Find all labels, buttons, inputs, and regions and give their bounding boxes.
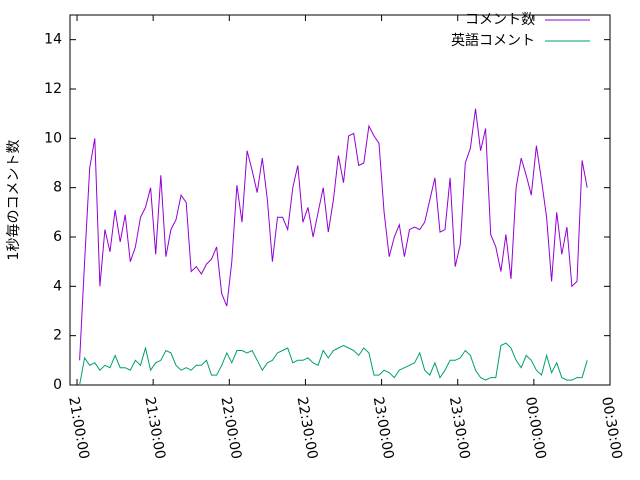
y-tick-label: 12 (44, 81, 62, 97)
x-tick-label: 00:00:00 (522, 396, 549, 461)
x-tick-label: 22:00:00 (217, 396, 244, 461)
legend-label: コメント数 (465, 12, 535, 28)
y-axis-label: 1秒毎のコメント数 (6, 140, 22, 261)
y-tick-label: 2 (53, 328, 62, 344)
data-line (79, 342, 588, 386)
x-tick-label: 22:30:00 (294, 396, 321, 461)
y-tick-label: 6 (53, 229, 62, 245)
plot-border (69, 14, 611, 386)
x-tick-label: 23:00:00 (370, 396, 397, 461)
data-line (79, 108, 588, 361)
y-tick-label: 14 (44, 32, 62, 48)
y-tick-label: 8 (53, 180, 62, 196)
y-tick-label: 10 (44, 130, 62, 146)
x-tick-label: 00:30:00 (598, 396, 625, 461)
x-tick-label: 23:30:00 (446, 396, 473, 461)
x-tick-label: 21:30:00 (141, 396, 168, 461)
legend-label: 英語コメント (451, 32, 535, 49)
x-tick-label: 21:00:00 (65, 396, 92, 461)
y-tick-label: 4 (53, 278, 62, 294)
y-tick-label: 0 (53, 377, 62, 393)
